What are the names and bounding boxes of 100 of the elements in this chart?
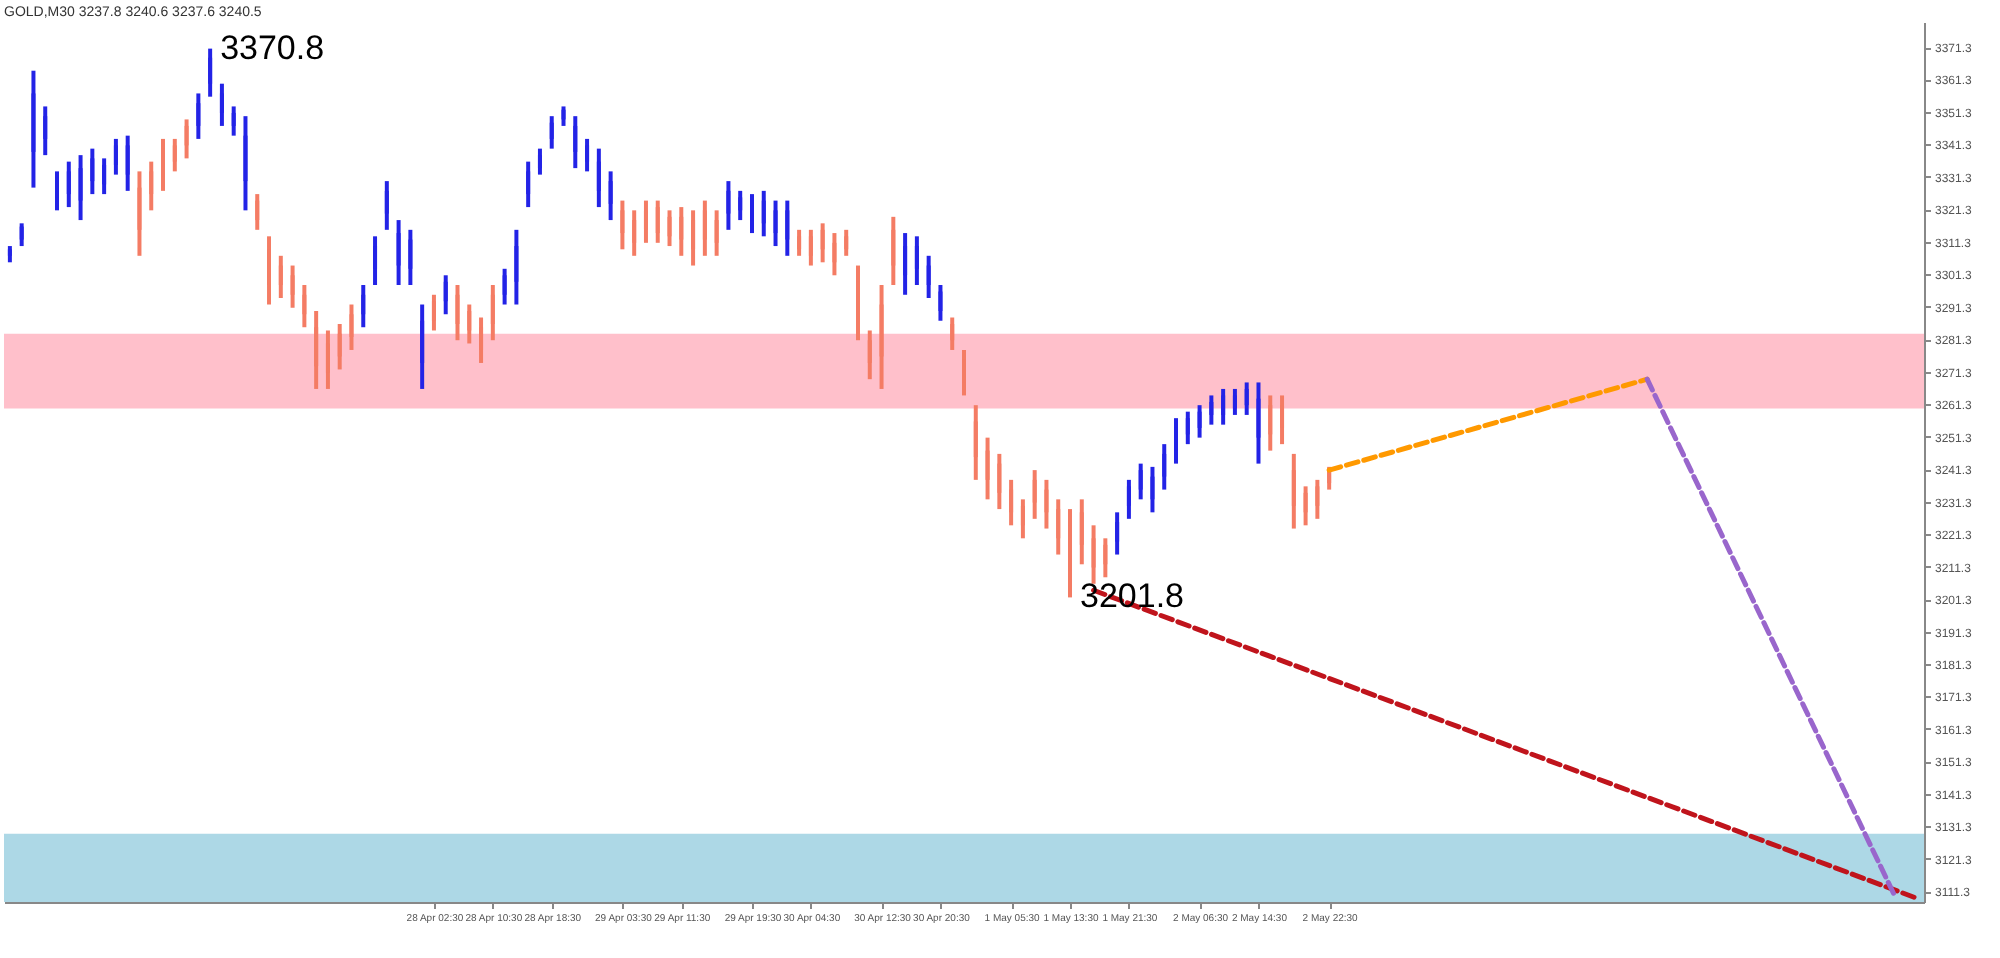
candlestick bbox=[243, 114, 248, 213]
candlestick bbox=[490, 283, 495, 343]
candlestick bbox=[1068, 507, 1073, 600]
candlestick bbox=[1221, 386, 1226, 427]
candlestick bbox=[302, 283, 307, 330]
candlestick bbox=[667, 208, 672, 249]
candlestick bbox=[78, 153, 83, 223]
candlestick bbox=[267, 234, 272, 307]
candlestick bbox=[231, 104, 236, 138]
candlestick bbox=[702, 198, 707, 258]
candlestick bbox=[620, 198, 625, 252]
candlestick bbox=[408, 227, 413, 288]
candlestick bbox=[349, 302, 354, 352]
candlestick bbox=[1150, 464, 1155, 515]
candlestick bbox=[608, 169, 613, 223]
candlestick bbox=[1174, 416, 1179, 466]
candlestick bbox=[785, 198, 790, 258]
candlestick bbox=[973, 403, 978, 482]
candlestick bbox=[749, 192, 754, 236]
candlestick bbox=[761, 188, 766, 239]
candlestick bbox=[1315, 477, 1320, 521]
candlestick bbox=[526, 159, 531, 210]
candlestick bbox=[255, 192, 260, 232]
candlestick bbox=[585, 136, 590, 174]
candlestick bbox=[66, 159, 71, 210]
candlestick bbox=[102, 156, 107, 197]
candlestick bbox=[514, 227, 519, 307]
candlestick bbox=[502, 266, 507, 307]
candlestick bbox=[149, 159, 154, 213]
candlestick bbox=[714, 208, 719, 258]
candlestick bbox=[1197, 403, 1202, 440]
candlestick bbox=[891, 214, 896, 288]
candlestick bbox=[855, 263, 860, 343]
candlestick bbox=[1009, 477, 1014, 528]
candlestick bbox=[985, 435, 990, 502]
candlestick bbox=[632, 208, 637, 258]
candlestick bbox=[55, 169, 60, 213]
candlestick bbox=[773, 198, 778, 249]
candlestick bbox=[950, 315, 955, 352]
candlestick bbox=[879, 283, 884, 391]
candlestick bbox=[643, 198, 648, 245]
candlestick bbox=[43, 104, 48, 158]
candlestick bbox=[549, 114, 554, 151]
candlestick bbox=[373, 234, 378, 288]
candlestick bbox=[161, 136, 166, 193]
candlestick bbox=[808, 227, 813, 268]
candlestick bbox=[1020, 497, 1025, 541]
candlestick bbox=[31, 68, 36, 190]
candlestick bbox=[337, 321, 342, 372]
candlestick bbox=[832, 231, 837, 278]
candlestick bbox=[1044, 477, 1049, 531]
candlestick bbox=[738, 188, 743, 223]
candlestick bbox=[797, 227, 802, 258]
candlestick bbox=[1209, 393, 1214, 427]
candlestick bbox=[1079, 497, 1084, 567]
candlestick bbox=[1303, 484, 1308, 528]
candlestick bbox=[596, 146, 601, 210]
candlestick bbox=[172, 136, 177, 174]
candlestick bbox=[820, 221, 825, 265]
candlestick bbox=[314, 309, 319, 391]
candlestick bbox=[7, 244, 12, 265]
candlestick bbox=[1056, 497, 1061, 557]
candlestick bbox=[1185, 409, 1190, 447]
candlestick bbox=[420, 302, 425, 391]
candlestick bbox=[1256, 380, 1261, 466]
candlestick bbox=[537, 146, 542, 177]
candlestick bbox=[962, 347, 966, 398]
candlestick bbox=[384, 179, 389, 232]
candlestick bbox=[396, 218, 401, 288]
candlestick bbox=[290, 263, 295, 310]
candlestick bbox=[479, 315, 484, 365]
annotation: 3370.8 bbox=[220, 28, 325, 67]
candlestick bbox=[1138, 461, 1143, 502]
candlestick bbox=[90, 146, 95, 197]
candlestick bbox=[137, 169, 142, 258]
candlestick bbox=[1244, 380, 1249, 417]
candlestick bbox=[655, 198, 660, 245]
candlestick bbox=[926, 253, 931, 301]
candlestick bbox=[914, 234, 919, 288]
candlestick bbox=[1232, 386, 1237, 417]
candlestick bbox=[1091, 523, 1096, 586]
candlestick bbox=[1291, 451, 1296, 531]
candlestick bbox=[455, 283, 460, 343]
candlestick bbox=[19, 221, 24, 249]
candlestick bbox=[938, 283, 943, 323]
candlestick bbox=[431, 292, 436, 333]
candlestick bbox=[184, 117, 189, 161]
candlestick bbox=[443, 273, 448, 317]
candlestick bbox=[467, 302, 472, 346]
candlestick bbox=[691, 208, 696, 268]
candlestick bbox=[1032, 468, 1037, 521]
candlestick bbox=[125, 133, 130, 193]
candlestick bbox=[867, 328, 872, 382]
candlestick bbox=[1280, 393, 1285, 447]
candlestick bbox=[1268, 393, 1273, 453]
candlestick bbox=[726, 179, 731, 232]
candlestick bbox=[1162, 442, 1167, 492]
candlestick bbox=[903, 231, 908, 297]
candlestick bbox=[113, 136, 118, 177]
candlestick bbox=[219, 81, 224, 128]
